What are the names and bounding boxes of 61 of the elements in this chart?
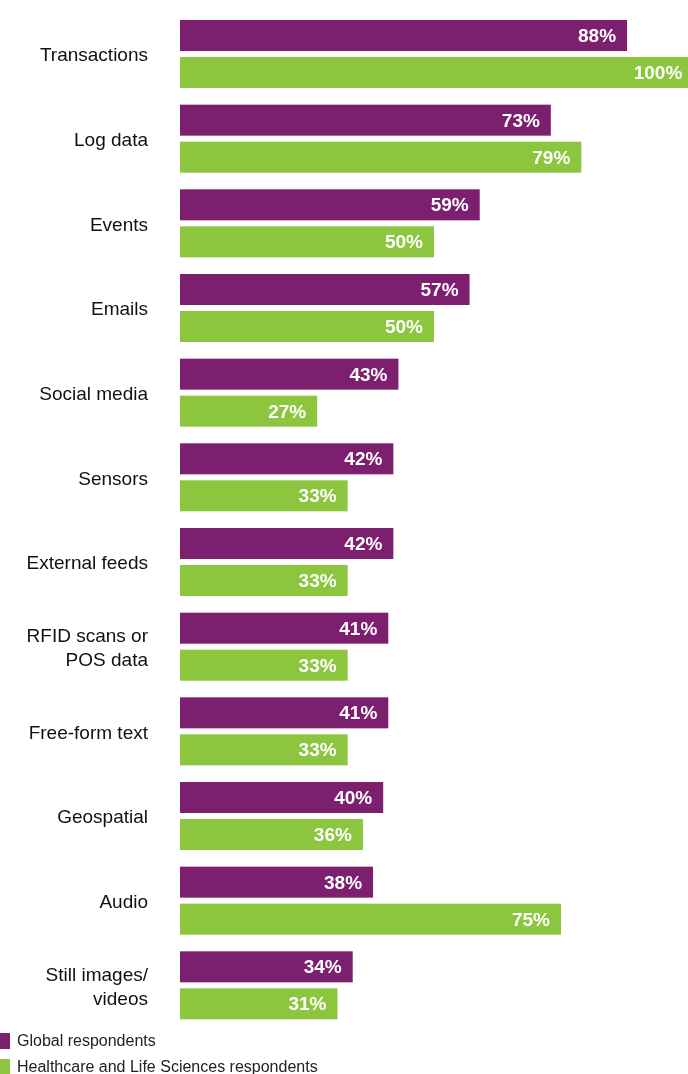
data-label: 41% bbox=[339, 702, 378, 724]
data-label: 75% bbox=[511, 908, 551, 930]
data-label: 38% bbox=[324, 871, 363, 893]
data-label: 27% bbox=[268, 400, 307, 422]
bar bbox=[180, 903, 561, 935]
y-tick-label: Geospatial bbox=[57, 805, 148, 827]
y-tick-label: Social media bbox=[39, 382, 149, 404]
data-label: 41% bbox=[339, 617, 378, 639]
bar bbox=[180, 866, 374, 898]
data-label: 33% bbox=[298, 654, 337, 676]
y-tick-label: Emails bbox=[90, 297, 148, 319]
y-tick-label: Events bbox=[89, 213, 148, 235]
y-tick-label: RFID scans or POS data bbox=[26, 624, 149, 670]
legend-label: Global respondents bbox=[17, 1032, 156, 1050]
y-tick-label: Transactions bbox=[39, 43, 148, 65]
bar bbox=[180, 57, 688, 88]
data-label: 88% bbox=[578, 25, 617, 46]
data-label: 33% bbox=[298, 570, 337, 591]
bar bbox=[180, 649, 348, 681]
bar bbox=[180, 819, 363, 850]
bar bbox=[180, 565, 348, 596]
bar bbox=[180, 951, 353, 983]
bar bbox=[180, 734, 348, 766]
data-label: 42% bbox=[344, 533, 383, 554]
data-label: 33% bbox=[298, 739, 337, 761]
bar bbox=[180, 141, 582, 173]
data-label: 50% bbox=[384, 231, 424, 253]
data-label: 42% bbox=[344, 448, 383, 470]
bar bbox=[180, 274, 470, 305]
data-label: 57% bbox=[420, 279, 459, 300]
bar bbox=[180, 189, 480, 221]
data-label: 43% bbox=[349, 363, 388, 385]
bar bbox=[180, 528, 394, 559]
data-label: 36% bbox=[313, 824, 352, 845]
data-label: 73% bbox=[501, 109, 540, 131]
data-label: 50% bbox=[384, 316, 424, 337]
bar bbox=[180, 697, 389, 729]
bar bbox=[180, 782, 384, 813]
y-tick-label: Sensors bbox=[78, 467, 148, 489]
bar bbox=[180, 104, 551, 136]
data-label: 59% bbox=[430, 194, 469, 216]
bar bbox=[180, 443, 394, 475]
bar bbox=[180, 226, 434, 258]
bar bbox=[180, 20, 628, 51]
bar bbox=[180, 480, 348, 512]
y-tick-label: Free-form text bbox=[28, 721, 149, 743]
bar bbox=[180, 358, 399, 390]
bar bbox=[180, 612, 389, 644]
data-label: 31% bbox=[288, 993, 327, 1015]
y-tick-label: Audio bbox=[99, 890, 148, 912]
data-label: 33% bbox=[298, 485, 337, 507]
data-label: 40% bbox=[334, 787, 373, 808]
y-tick-label: External feeds bbox=[26, 551, 148, 573]
data-label: 100% bbox=[633, 62, 683, 83]
bar bbox=[180, 311, 434, 342]
data-label: 79% bbox=[532, 146, 571, 168]
data-label: 34% bbox=[303, 956, 342, 978]
bar bbox=[180, 395, 318, 427]
y-tick-label: Log data bbox=[74, 128, 149, 150]
bar bbox=[180, 988, 338, 1020]
y-tick-label: Still images/ videos bbox=[45, 963, 149, 1009]
